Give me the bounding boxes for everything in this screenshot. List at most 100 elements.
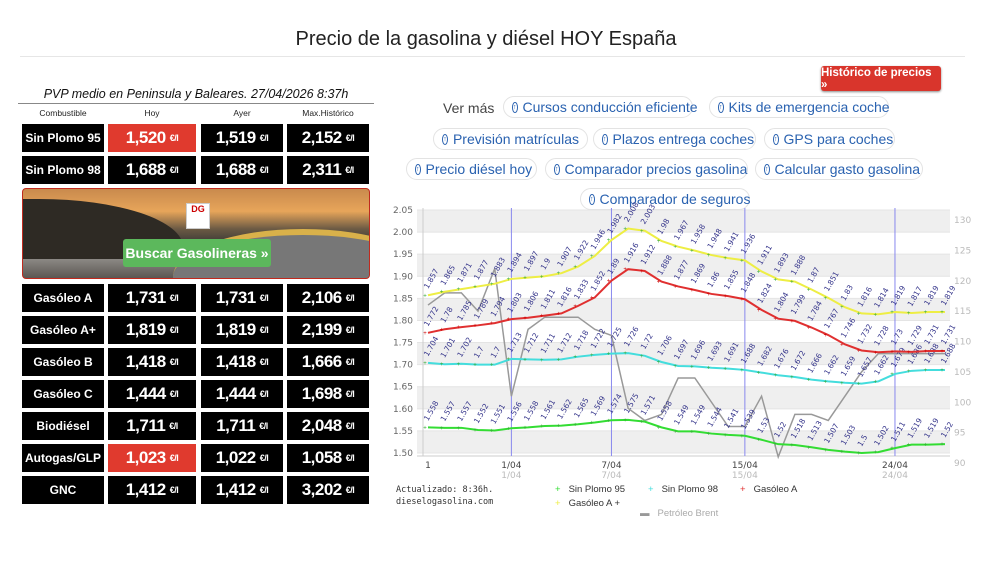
data-point-marker: + — [907, 443, 911, 449]
arrow-circle-icon: ↑ — [415, 163, 421, 175]
y-right-tick-label: 115 — [954, 307, 971, 317]
data-point-marker: + — [473, 323, 477, 329]
link-pill[interactable]: ↑ Kits de emergencia coche — [709, 96, 890, 118]
data-point-marker: + — [540, 314, 544, 320]
col-header-ayer: Ayer — [233, 108, 251, 118]
legend-item[interactable]: ▬ Petróleo Brent — [640, 508, 718, 519]
price-value: 1,731 — [125, 288, 167, 307]
historico-precios-button[interactable]: Histórico de precios » — [821, 66, 941, 91]
col-header-max: Max.Histórico — [302, 108, 354, 118]
data-point-marker: + — [640, 354, 644, 360]
price-unit: €/l — [259, 357, 269, 367]
price-max: 1,666 €/l — [287, 348, 369, 376]
link-pill[interactable]: ↑ Precio diésel hoy — [406, 158, 537, 180]
legend-item[interactable]: + Gasóleo A + — [555, 498, 620, 509]
price-max: 2,048 €/l — [287, 412, 369, 440]
price-unit: €/l — [259, 389, 269, 399]
data-point-marker: + — [457, 325, 461, 331]
data-label: 1.941 — [722, 230, 741, 253]
price-hoy: 1,819 €/l — [108, 316, 196, 344]
buscar-gasolineras-banner[interactable]: DG Buscar Gasolineras » — [22, 188, 370, 279]
data-point-marker: + — [507, 357, 511, 363]
legend-label: Sin Plomo 95 — [568, 484, 626, 495]
link-pill[interactable]: ↑ Plazos entrega coches — [593, 128, 756, 150]
grid-band — [417, 430, 950, 453]
x-tick-label: 1/04 — [501, 461, 521, 471]
data-point-marker: + — [757, 308, 761, 314]
legend-marker-icon: + — [648, 484, 654, 495]
data-point-marker: + — [907, 311, 911, 317]
data-point-marker: + — [507, 277, 511, 283]
data-point-marker: + — [573, 265, 577, 271]
x-tick-sublabel: 24/04 — [882, 471, 908, 481]
data-point-marker: + — [707, 432, 711, 438]
data-point-marker: + — [773, 277, 777, 283]
price-max: 3,202 €/l — [287, 476, 369, 504]
data-point-marker: + — [490, 321, 494, 327]
link-pill[interactable]: ↑ Comparador precios gasolina — [545, 158, 748, 180]
data-point-marker: + — [840, 342, 844, 348]
price-max: 2,199 €/l — [287, 316, 369, 344]
data-point-marker: + — [857, 451, 861, 457]
data-point-marker: + — [824, 333, 828, 339]
link-pill[interactable]: ↑ Cursos conducción eficiente — [503, 96, 698, 118]
data-point-marker: + — [657, 239, 661, 245]
y-left-tick-label: 1.70 — [393, 361, 413, 371]
price-max: 2,152 €/l — [287, 124, 369, 152]
data-point-marker: + — [523, 316, 527, 322]
data-label: 1.539 — [739, 407, 758, 430]
data-point-marker: + — [657, 280, 661, 286]
data-point-marker: + — [423, 425, 427, 431]
price-unit: €/l — [169, 485, 179, 495]
series-line-gas-leo-a — [427, 268, 945, 354]
series-line-sin-plomo-98 — [427, 352, 945, 385]
buscar-gasolineras-button[interactable]: Buscar Gasolineras » — [123, 239, 271, 267]
source-site: dieselogasolina.com — [396, 497, 494, 507]
legend-item[interactable]: + Gasóleo A — [740, 484, 797, 495]
price-value: 1,444 — [215, 384, 257, 403]
fuel-name: Sin Plomo 98 — [22, 156, 104, 184]
data-point-marker: + — [740, 258, 744, 264]
y-right-tick-label: 90 — [954, 459, 966, 469]
data-point-marker: + — [623, 418, 627, 424]
price-unit: €/l — [259, 165, 269, 175]
arrow-circle-icon: ↑ — [764, 163, 770, 175]
price-value: 1,520 — [125, 128, 167, 147]
data-point-marker: + — [824, 296, 828, 302]
legend-item[interactable]: + Sin Plomo 95 — [555, 484, 625, 495]
data-point-marker: + — [807, 445, 811, 451]
data-point-marker: + — [573, 355, 577, 361]
data-point-marker: + — [440, 327, 444, 333]
price-max: 1,058 €/l — [287, 444, 369, 472]
legend-item[interactable]: + Sin Plomo 98 — [648, 484, 718, 495]
link-pill[interactable]: ↑ Previsión matrículas — [433, 128, 588, 150]
data-point-marker: + — [790, 280, 794, 286]
data-point-marker: + — [573, 422, 577, 428]
data-point-marker: + — [924, 443, 928, 449]
data-point-marker: + — [924, 310, 928, 316]
data-point-marker: + — [523, 425, 527, 431]
link-label: Comparador de seguros — [599, 191, 751, 207]
price-value: 1,711 — [216, 416, 256, 435]
fuel-name: Autogas/GLP — [22, 444, 104, 472]
price-max: 2,311 €/l — [287, 156, 369, 184]
data-point-marker: + — [723, 256, 727, 262]
arrow-circle-icon: ↑ — [602, 133, 608, 145]
data-label: 1.819 — [939, 284, 958, 307]
data-point-marker: + — [790, 375, 794, 381]
page-title: Precio de la gasolina y diésel HOY Españ… — [295, 28, 677, 50]
data-point-marker: + — [824, 448, 828, 454]
data-point-marker: + — [423, 361, 427, 367]
data-point-marker: + — [473, 428, 477, 434]
data-point-marker: + — [723, 433, 727, 439]
data-point-marker: + — [757, 438, 761, 444]
price-unit: €/l — [259, 325, 269, 335]
data-point-marker: + — [640, 420, 644, 426]
link-pill[interactable]: ↑ GPS para coches — [764, 128, 895, 150]
data-point-marker: + — [890, 446, 894, 452]
x-tick-label: 7/04 — [601, 461, 621, 471]
price-unit: €/l — [345, 165, 354, 175]
data-point-marker: + — [423, 293, 427, 299]
data-point-marker: + — [673, 429, 677, 435]
link-pill[interactable]: ↑ Calcular gasto gasolina — [755, 158, 923, 180]
